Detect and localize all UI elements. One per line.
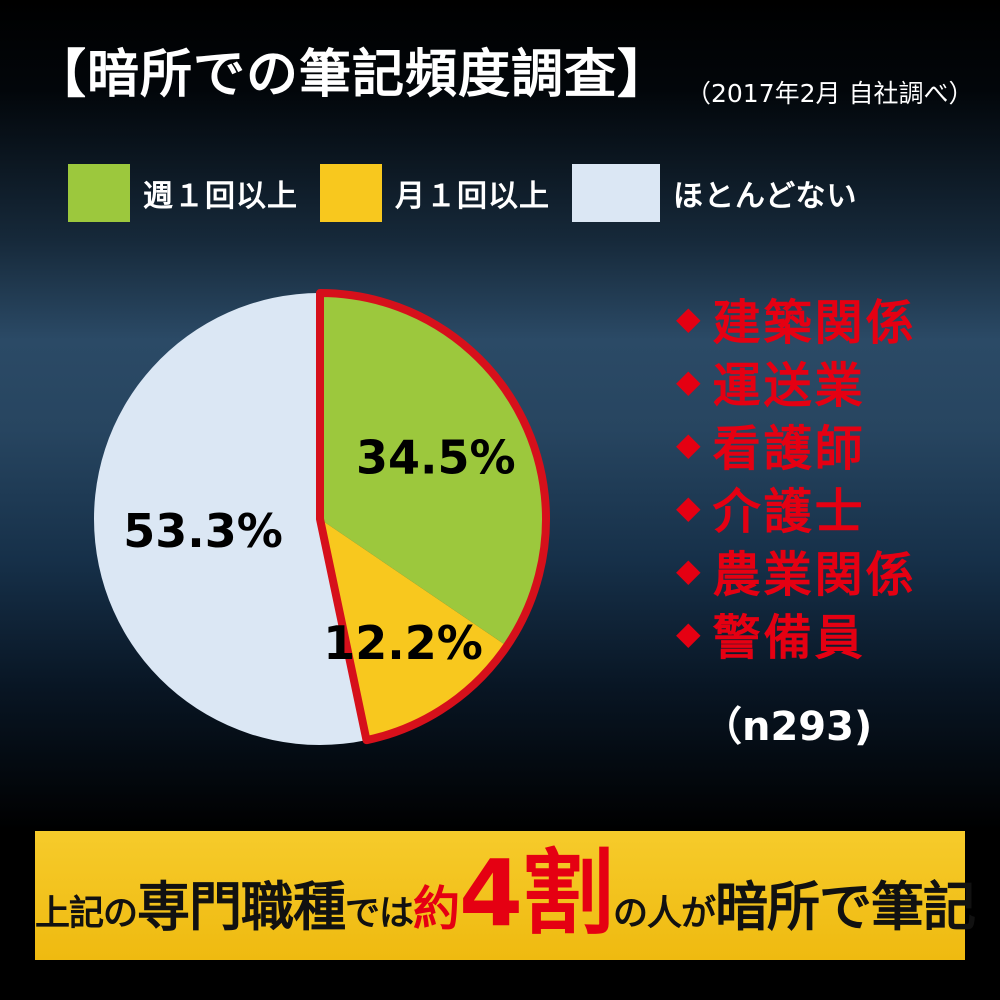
legend-item-0: 週１回以上	[68, 164, 298, 222]
survey-note: （2017年2月 自社調べ）	[686, 79, 974, 108]
pie-slice-2	[93, 293, 367, 745]
banner-segment-1: 専門職種	[137, 877, 346, 938]
pie-slice-0	[320, 293, 546, 647]
occupation-list: ◆ 建築関係 ◆ 運送業 ◆ 看護師 ◆ 介護士 ◆ 農業関係 ◆ 警備員	[676, 286, 917, 666]
banner-segment-6: 暗所で筆記	[715, 877, 976, 938]
pie-chart: 34.5% 12.2% 53.3%	[93, 289, 550, 745]
bottom-banner: 上記の専門職種では約4割の人が暗所で筆記	[35, 831, 976, 960]
slice-value-label-1: 12.2%	[323, 616, 483, 670]
legend-swatch-green	[68, 164, 130, 222]
occupation-label: 農業関係	[712, 546, 917, 603]
banner-text: 上記の専門職種では約4割の人が暗所で筆記	[35, 831, 976, 960]
occupation-label: 介護士	[712, 483, 866, 540]
legend-label: ほとんどない	[673, 179, 858, 214]
legend-swatch-yellow	[320, 164, 382, 222]
occupation-label: 建築関係	[712, 294, 917, 351]
banner-segment-3: 約	[413, 882, 460, 937]
sample-size: （n293)	[702, 704, 873, 750]
occupation-item-0: ◆ 建築関係	[676, 286, 917, 351]
diamond-icon: ◆	[676, 424, 701, 463]
legend-label: 週１回以上	[143, 179, 298, 214]
occupation-item-3: ◆ 介護士	[676, 475, 917, 540]
legend-label: 月１回以上	[395, 179, 550, 214]
occupation-label: 警備員	[712, 609, 866, 666]
slice-value-label-0: 34.5%	[356, 431, 516, 485]
legend: 週１回以上 月１回以上 ほとんどない	[68, 164, 858, 222]
occupation-label: 看護師	[712, 420, 866, 477]
diamond-icon: ◆	[676, 613, 701, 652]
banner-segment-5: の人が	[613, 894, 716, 934]
occupation-item-2: ◆ 看護師	[676, 412, 917, 477]
slice-value-label-2: 53.3%	[123, 504, 283, 558]
occupation-label: 運送業	[712, 357, 866, 414]
banner-segment-0: 上記の	[35, 894, 138, 934]
page-title: 【暗所での筆記頻度調査】	[34, 45, 671, 105]
diamond-icon: ◆	[676, 550, 701, 589]
legend-item-1: 月１回以上	[320, 164, 550, 222]
banner-segment-2: では	[345, 894, 414, 934]
diamond-icon: ◆	[676, 298, 701, 337]
pie-chart-wrap: 34.5% 12.2% 53.3%	[84, 283, 556, 755]
banner-segment-4: 4割	[459, 840, 614, 947]
diamond-icon: ◆	[676, 361, 701, 400]
occupation-item-1: ◆ 運送業	[676, 349, 917, 414]
highlight-outline	[316, 289, 550, 745]
occupation-item-4: ◆ 農業関係	[676, 538, 917, 603]
diamond-icon: ◆	[676, 487, 701, 526]
occupation-item-5: ◆ 警備員	[676, 601, 917, 666]
legend-item-2: ほとんどない	[572, 164, 858, 222]
pie-slice-1	[320, 519, 507, 741]
legend-swatch-blue	[572, 164, 660, 222]
